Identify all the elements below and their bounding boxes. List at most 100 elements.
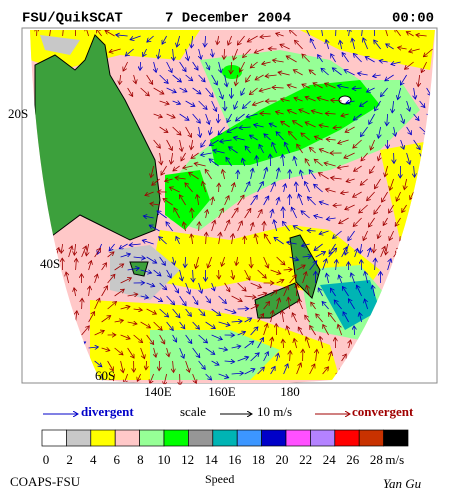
wind-arrow — [326, 139, 336, 140]
wind-arrow — [140, 61, 141, 70]
wind-arrow — [293, 226, 303, 232]
wind-arrow — [254, 48, 264, 53]
wind-arrow — [278, 72, 290, 75]
wind-arrow — [66, 301, 68, 310]
wind-arrow — [272, 142, 277, 154]
wind-arrow — [374, 204, 381, 214]
wind-arrow — [310, 326, 316, 336]
wind-arrow — [354, 355, 364, 362]
wind-arrow — [406, 276, 413, 284]
colorbar-tick-label: 28 — [370, 452, 383, 467]
wind-arrow — [234, 100, 238, 109]
wind-arrow — [89, 261, 92, 271]
wind-arrow — [264, 234, 271, 245]
wind-arrow — [208, 256, 212, 268]
time: 00:00 — [392, 11, 434, 27]
wind-arrow — [314, 159, 323, 167]
wind-arrow — [257, 269, 267, 278]
wind-arrow — [212, 282, 215, 291]
wind-arrow — [94, 248, 101, 258]
wind-arrow — [419, 278, 430, 284]
wind-arrow — [418, 74, 419, 87]
wind-arrow — [159, 282, 167, 290]
legend-convergent: convergent — [352, 404, 414, 419]
wind-arrow — [31, 243, 37, 254]
wind-arrow — [283, 269, 293, 270]
wind-arrow — [68, 359, 80, 361]
wind-arrow — [367, 191, 375, 201]
wind-arrow — [224, 220, 230, 232]
wind-arrow — [373, 30, 376, 37]
wind-arrow — [372, 285, 374, 297]
wind-arrow — [58, 286, 63, 297]
wind-arrow — [315, 252, 326, 258]
wind-arrow — [257, 338, 264, 349]
wind-arrow — [179, 87, 187, 92]
wind-arrow — [50, 338, 53, 349]
wind-arrow — [271, 337, 273, 349]
wind-arrow — [114, 347, 123, 355]
wind-arrow — [88, 312, 95, 323]
wind-arrow — [101, 286, 108, 297]
legend-scale: scale — [180, 404, 206, 419]
colorbar-swatch — [334, 429, 360, 447]
wind-arrow — [247, 35, 258, 42]
wind-arrow — [185, 256, 186, 268]
wind-arrow — [169, 187, 180, 193]
wind-arrow — [224, 196, 229, 206]
wind-arrow — [378, 230, 381, 239]
wind-arrow — [353, 191, 362, 197]
wind-arrow — [285, 142, 290, 154]
wind-arrow — [306, 337, 310, 349]
wind-arrow — [296, 182, 297, 193]
wind-arrow — [201, 153, 212, 155]
wind-arrow — [400, 348, 411, 351]
colorbar-tick-label: 0 — [43, 452, 50, 467]
wind-arrow — [270, 182, 275, 193]
wind-arrow — [326, 218, 336, 219]
wind-arrow — [348, 230, 355, 241]
wind-arrow — [255, 74, 264, 80]
wind-arrow — [300, 170, 302, 180]
wind-arrow — [166, 61, 172, 73]
legend-divergent: divergent — [81, 404, 134, 419]
wind-arrow — [240, 61, 245, 72]
wind-arrow — [231, 208, 238, 219]
wind-arrow — [273, 60, 284, 62]
wind-arrow — [192, 347, 200, 358]
wind-arrow — [385, 165, 388, 177]
wind-arrow — [237, 35, 245, 45]
wind-arrow — [319, 230, 329, 234]
wind-arrow — [369, 113, 375, 124]
wind-arrow — [183, 222, 185, 232]
wind-arrow — [276, 256, 285, 265]
wind-arrow — [264, 134, 271, 141]
wind-arrow — [337, 166, 349, 168]
wind-arrow — [55, 354, 66, 362]
wind-arrow — [140, 321, 151, 328]
wind-arrow — [272, 87, 284, 88]
wind-arrow — [339, 275, 342, 284]
wind-arrow — [405, 61, 414, 69]
wind-arrow — [212, 197, 213, 206]
wind-arrow — [147, 35, 154, 42]
wind-arrow — [199, 48, 202, 59]
wind-arrow — [251, 168, 253, 180]
wind-arrow — [161, 165, 167, 175]
wind-arrow — [244, 341, 254, 349]
wind-arrow — [94, 298, 100, 310]
wind-arrow — [191, 234, 192, 245]
wind-arrow — [301, 211, 310, 219]
wind-arrow — [120, 334, 130, 339]
wind-arrow — [140, 87, 150, 96]
wind-arrow — [159, 334, 165, 344]
lon-label: 140E — [144, 384, 172, 399]
wind-arrow — [329, 351, 332, 362]
wind-arrow — [289, 30, 297, 37]
wind-arrow — [348, 372, 360, 374]
date: 7 December 2004 — [165, 11, 291, 27]
wind-arrow — [345, 204, 355, 210]
wind-arrow — [45, 314, 50, 323]
wind-arrow — [310, 39, 316, 50]
wind-arrow — [401, 373, 402, 384]
